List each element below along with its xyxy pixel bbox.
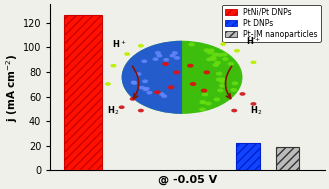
Circle shape: [190, 82, 196, 86]
Circle shape: [250, 102, 257, 106]
Text: H$_2$: H$_2$: [250, 104, 262, 117]
Circle shape: [119, 105, 125, 109]
Circle shape: [154, 90, 161, 94]
Circle shape: [231, 88, 237, 92]
Circle shape: [231, 109, 237, 112]
Circle shape: [130, 97, 136, 101]
Circle shape: [216, 77, 222, 81]
Circle shape: [144, 87, 150, 91]
Circle shape: [139, 86, 145, 89]
Circle shape: [216, 72, 222, 76]
Circle shape: [212, 52, 218, 56]
Circle shape: [217, 88, 224, 92]
Circle shape: [168, 85, 174, 89]
Circle shape: [222, 57, 229, 61]
Circle shape: [200, 100, 207, 104]
FancyBboxPatch shape: [276, 147, 299, 170]
Circle shape: [155, 51, 161, 55]
Circle shape: [136, 72, 141, 76]
Circle shape: [250, 60, 257, 64]
Y-axis label: j (mA cm$^{-2}$): j (mA cm$^{-2}$): [4, 53, 20, 122]
Circle shape: [131, 81, 137, 84]
Circle shape: [234, 49, 240, 53]
Circle shape: [228, 62, 234, 66]
Circle shape: [205, 101, 212, 106]
Text: H$^+$: H$^+$: [246, 35, 261, 46]
Circle shape: [204, 48, 210, 52]
Circle shape: [219, 84, 225, 88]
Circle shape: [172, 51, 178, 55]
FancyArrowPatch shape: [225, 66, 232, 98]
Circle shape: [212, 63, 219, 67]
Circle shape: [111, 64, 116, 67]
Circle shape: [220, 42, 226, 46]
Circle shape: [122, 41, 242, 114]
FancyArrowPatch shape: [132, 66, 139, 98]
Circle shape: [188, 42, 195, 46]
Circle shape: [199, 107, 206, 112]
Circle shape: [146, 91, 152, 94]
Circle shape: [214, 97, 220, 101]
Text: H$_2$: H$_2$: [107, 104, 119, 117]
Circle shape: [214, 61, 221, 65]
Circle shape: [207, 50, 213, 54]
Circle shape: [162, 62, 169, 66]
X-axis label: @ -0.05 V: @ -0.05 V: [158, 175, 217, 185]
Circle shape: [105, 82, 111, 86]
Text: H$^+$: H$^+$: [112, 38, 126, 50]
Circle shape: [210, 55, 217, 59]
FancyBboxPatch shape: [64, 15, 102, 170]
Circle shape: [202, 92, 208, 96]
Circle shape: [221, 53, 228, 57]
Circle shape: [216, 53, 223, 57]
Circle shape: [187, 64, 194, 68]
Circle shape: [124, 52, 130, 56]
Circle shape: [219, 79, 226, 84]
Circle shape: [174, 56, 180, 60]
Circle shape: [131, 81, 137, 85]
FancyBboxPatch shape: [236, 143, 260, 170]
Circle shape: [201, 89, 207, 93]
Circle shape: [159, 92, 164, 96]
Circle shape: [161, 94, 167, 98]
Circle shape: [232, 81, 238, 85]
Wedge shape: [122, 41, 182, 114]
Circle shape: [203, 70, 210, 74]
Circle shape: [173, 70, 180, 74]
Circle shape: [240, 92, 245, 96]
Circle shape: [156, 54, 163, 57]
Circle shape: [138, 44, 144, 48]
Circle shape: [153, 57, 159, 61]
Circle shape: [199, 100, 206, 104]
Legend: PtNi/Pt DNPs, Pt DNPs, Pt-JM nanoparticles: PtNi/Pt DNPs, Pt DNPs, Pt-JM nanoparticl…: [222, 5, 321, 42]
Circle shape: [208, 48, 215, 52]
Circle shape: [219, 77, 225, 81]
Circle shape: [138, 109, 144, 112]
Circle shape: [141, 59, 147, 63]
Circle shape: [142, 79, 148, 83]
Circle shape: [206, 57, 213, 61]
Circle shape: [169, 54, 176, 57]
Circle shape: [142, 88, 149, 91]
Circle shape: [210, 57, 217, 61]
Circle shape: [163, 58, 169, 62]
